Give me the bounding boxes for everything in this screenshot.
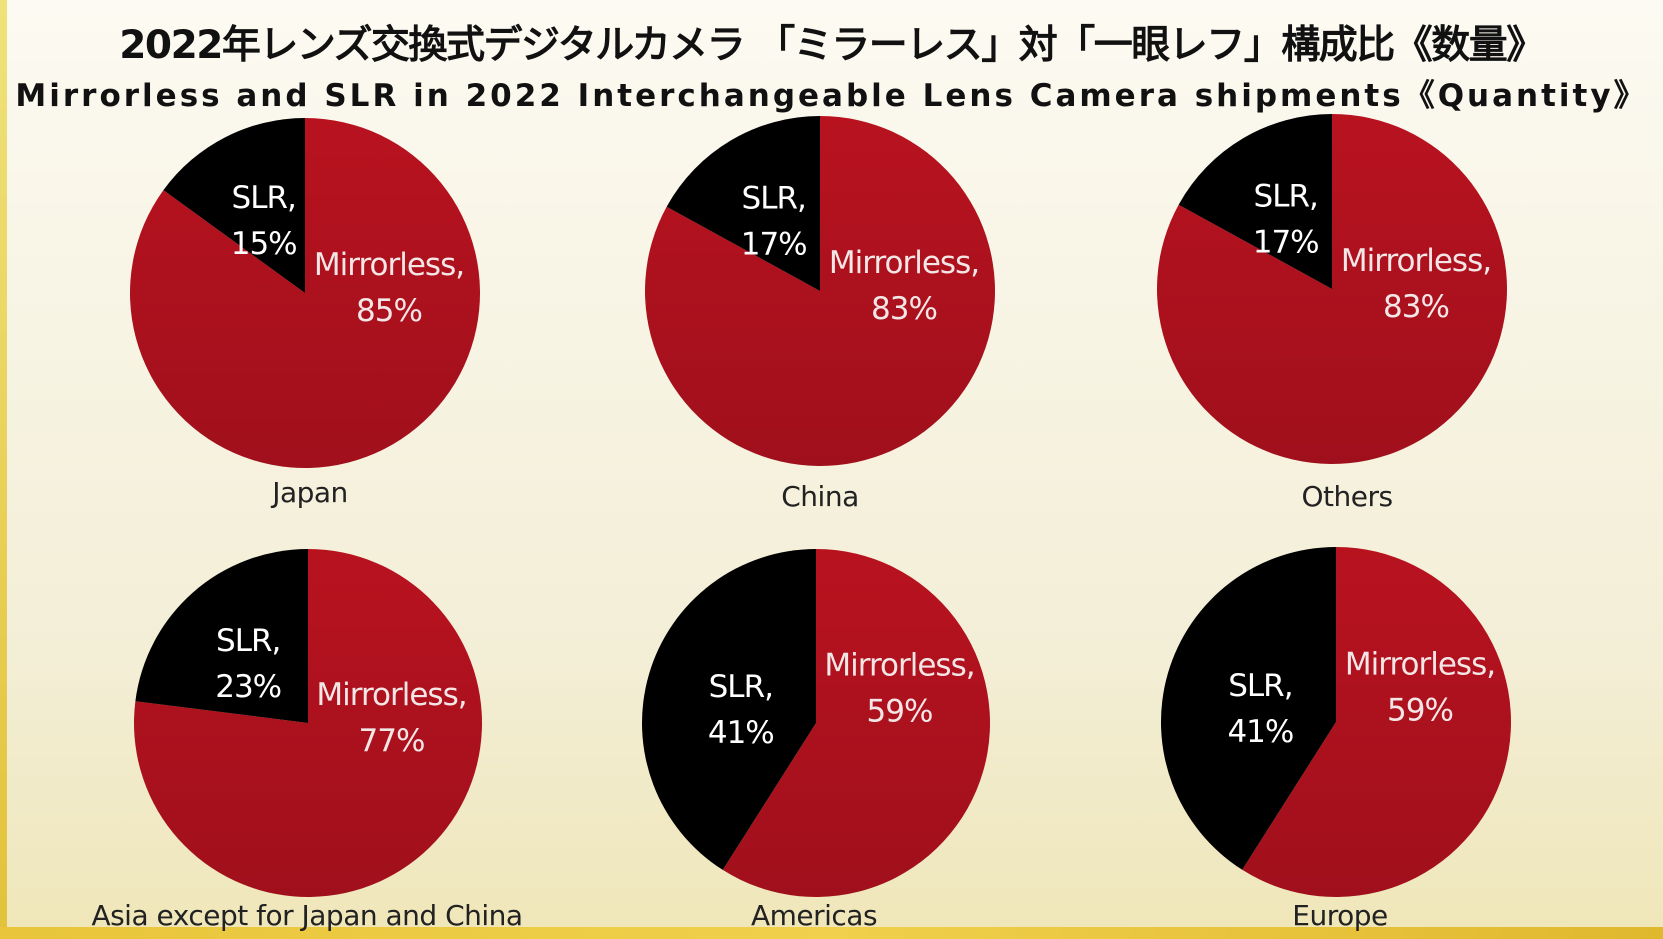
mirrorless-slice	[645, 116, 996, 466]
mirrorless-value: 85%	[356, 293, 422, 329]
left-border	[0, 0, 7, 939]
mirrorless-value: 77%	[359, 723, 425, 759]
region-label: Others	[1301, 480, 1392, 513]
slr-value: 17%	[741, 227, 807, 263]
pie-chart-others: Mirrorless, 83% SLR, 17% Others	[1157, 114, 1508, 513]
pie-chart-americas: Mirrorless, 59% SLR, 41% Americas	[642, 548, 991, 932]
mirrorless-label: Mirrorless,	[1341, 243, 1491, 279]
region-label: Americas	[751, 899, 877, 932]
mirrorless-value: 83%	[871, 291, 937, 327]
mirrorless-label: Mirrorless,	[1345, 646, 1495, 682]
mirrorless-label: Mirrorless,	[316, 677, 466, 713]
mirrorless-slice	[1157, 114, 1508, 464]
slr-label: SLR,	[1228, 668, 1292, 704]
region-label: China	[781, 480, 858, 513]
pie-chart-asia-except-for-japan-and-china: Mirrorless, 77% SLR, 23% Asia except for Jap…	[91, 549, 523, 932]
region-label: Asia except for Japan and China	[91, 899, 522, 932]
mirrorless-slice	[1242, 547, 1511, 898]
slr-slice	[1178, 114, 1332, 289]
slr-slice	[135, 549, 308, 723]
slr-slice	[666, 115, 820, 291]
bottom-border	[0, 927, 1663, 939]
slr-value: 15%	[231, 226, 297, 262]
slr-label: SLR,	[742, 181, 806, 217]
slr-slice	[1160, 547, 1336, 870]
region-label: Europe	[1292, 899, 1387, 932]
slr-value: 23%	[215, 669, 281, 705]
mirrorless-value: 83%	[1383, 289, 1449, 325]
mirrorless-slice	[722, 548, 991, 897]
pie-chart-china: Mirrorless, 83% SLR, 17% China	[645, 115, 996, 513]
slr-label: SLR,	[709, 669, 773, 705]
pie-chart-japan: Mirrorless, 85% SLR, 15% Japan	[129, 118, 480, 509]
pie-chart-europe: Mirrorless, 59% SLR, 41% Europe	[1160, 547, 1511, 932]
mirrorless-label: Mirrorless,	[824, 648, 974, 684]
mirrorless-slice	[133, 549, 482, 898]
mirrorless-value: 59%	[867, 694, 933, 730]
slr-label: SLR,	[1254, 179, 1318, 215]
slr-value: 41%	[708, 715, 774, 751]
slr-slice	[642, 549, 816, 870]
title-japanese: 2022年レンズ交換式デジタルカメラ 「ミラーレス」対「一眼レフ」構成比《数量》	[119, 23, 1545, 68]
slr-label: SLR,	[232, 180, 296, 216]
mirrorless-value: 59%	[1387, 692, 1453, 728]
slr-value: 41%	[1227, 714, 1293, 750]
slr-value: 17%	[1253, 225, 1319, 261]
region-label: Japan	[270, 476, 348, 509]
title-english: Mirrorless and SLR in 2022 Interchangeab…	[15, 78, 1648, 114]
slr-label: SLR,	[216, 623, 280, 659]
mirrorless-label: Mirrorless,	[314, 247, 464, 283]
mirrorless-slice	[129, 118, 480, 468]
slr-slice	[163, 118, 305, 293]
mirrorless-label: Mirrorless,	[829, 245, 979, 281]
